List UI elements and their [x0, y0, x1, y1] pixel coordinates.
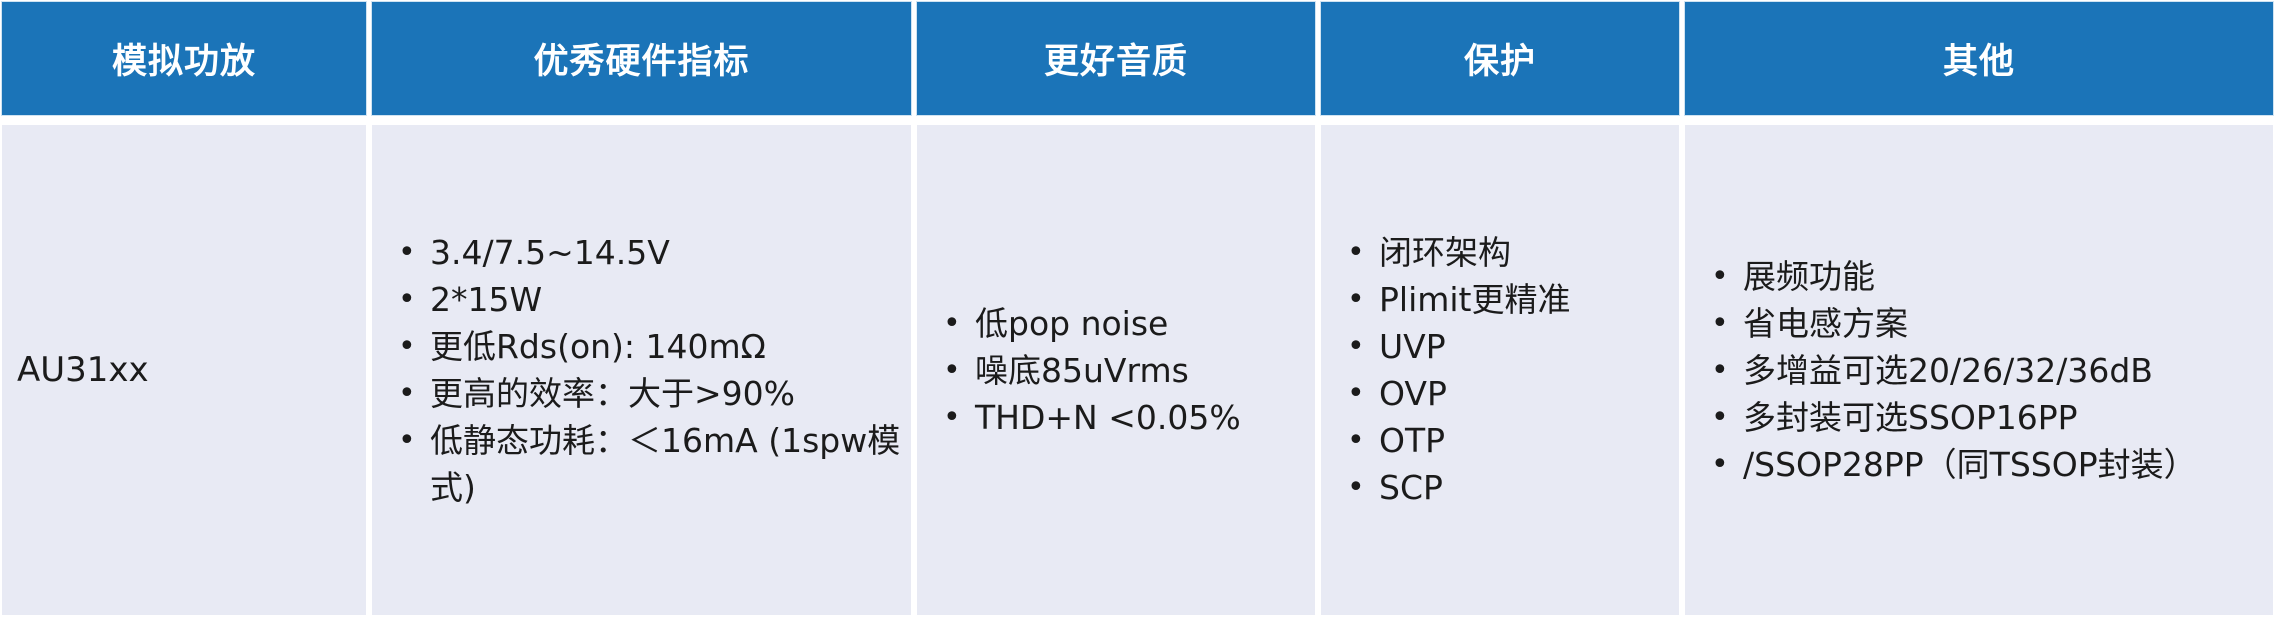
bullet-item: 更高的效率：大于>90% — [394, 370, 901, 417]
bullet-item: UVP — [1343, 323, 1571, 370]
header-others: 其他 — [1685, 2, 2273, 115]
cell-product: AU31xx — [2, 125, 366, 615]
header-protection: 保护 — [1321, 2, 1679, 115]
audio-quality-list: 低pop noise噪底85uVrmsTHD+N <0.05% — [917, 300, 1251, 441]
bullet-item: 多封装可选SSOP16PP — [1707, 394, 2197, 441]
hardware-specs-list: 3.4/7.5~14.5V2*15W更低Rds(on): 140mΩ更高的效率：… — [372, 229, 911, 511]
bullet-item: 3.4/7.5~14.5V — [394, 229, 901, 276]
product-name: AU31xx — [17, 350, 149, 390]
cell-audio-quality: 低pop noise噪底85uVrmsTHD+N <0.05% — [917, 125, 1315, 615]
bullet-item: OTP — [1343, 417, 1571, 464]
bullet-item: 噪底85uVrms — [939, 347, 1241, 394]
bullet-item: 展频功能 — [1707, 253, 2197, 300]
header-audio-quality: 更好音质 — [917, 2, 1315, 115]
cell-hardware-specs: 3.4/7.5~14.5V2*15W更低Rds(on): 140mΩ更高的效率：… — [372, 125, 911, 615]
bullet-item: SCP — [1343, 464, 1571, 511]
bullet-item: 更低Rds(on): 140mΩ — [394, 323, 901, 370]
cell-others: 展频功能省电感方案多增益可选20/26/32/36dB多封装可选SSOP16PP… — [1685, 125, 2273, 615]
bullet-item: THD+N <0.05% — [939, 394, 1241, 441]
bullet-item: /SSOP28PP（同TSSOP封装） — [1707, 441, 2197, 488]
header-hardware-specs: 优秀硬件指标 — [372, 2, 911, 115]
bullet-item: 多增益可选20/26/32/36dB — [1707, 347, 2197, 394]
cell-protection: 闭环架构Plimit更精准UVPOVPOTPSCP — [1321, 125, 1679, 615]
bullet-item: 省电感方案 — [1707, 300, 2197, 347]
bullet-item: 闭环架构 — [1343, 229, 1571, 276]
bullet-item: OVP — [1343, 370, 1571, 417]
protection-list: 闭环架构Plimit更精准UVPOVPOTPSCP — [1321, 229, 1581, 511]
bullet-item: 低静态功耗：＜16mA (1spw模式) — [394, 417, 901, 511]
header-analog-amplifier: 模拟功放 — [2, 2, 366, 115]
bullet-item: 低pop noise — [939, 300, 1241, 347]
bullet-item: 2*15W — [394, 276, 901, 323]
others-list: 展频功能省电感方案多增益可选20/26/32/36dB多封装可选SSOP16PP… — [1685, 253, 2207, 488]
bullet-item: Plimit更精准 — [1343, 276, 1571, 323]
